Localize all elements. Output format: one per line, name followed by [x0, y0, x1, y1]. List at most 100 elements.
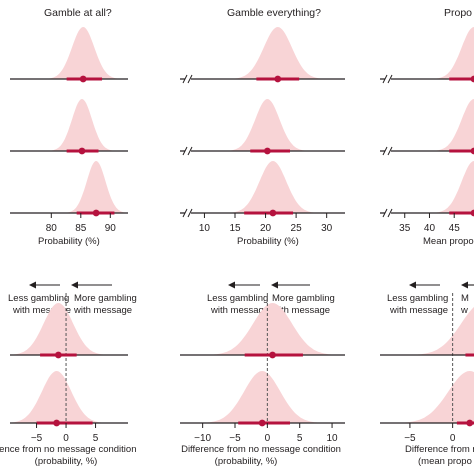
x-tick-label: −5 [404, 433, 416, 444]
panel-5-xlabel: Difference from no message condition (pro… [181, 444, 341, 467]
density-curve [11, 303, 106, 355]
x-tick-label: −5 [31, 433, 43, 444]
panel-2-xlabel: Probability (%) [237, 236, 299, 247]
panel-6-xlabel-line1: Difference from no [405, 444, 474, 455]
x-tick-label: 30 [321, 223, 333, 234]
x-tick-label: 90 [105, 223, 117, 234]
x-tick-label: 35 [399, 223, 411, 234]
x-tick-label: 0 [450, 433, 456, 444]
axis-break-mark [187, 208, 193, 218]
panel-5-xlabel-line1: Difference from no message condition [181, 444, 341, 455]
less-label-line2: with message [12, 305, 71, 316]
more-label-line2: with message [271, 305, 330, 316]
axis-break-gap [185, 148, 191, 154]
point-estimate [54, 351, 62, 359]
point-estimate [470, 147, 474, 155]
panel-6-xlabel: Difference from no(mean propo [405, 444, 474, 467]
axis-break-gap [185, 76, 191, 82]
x-tick-label: 10 [326, 433, 338, 444]
point-estimate [258, 419, 266, 427]
density-curve [47, 27, 119, 79]
more-label-line1: More gambling [272, 293, 335, 304]
density-curve [210, 303, 335, 355]
point-estimate [79, 75, 87, 83]
axis-break-mark [387, 146, 393, 156]
density-curve [229, 161, 316, 213]
density-curve [9, 371, 104, 423]
less-label-line1: Less gambling [8, 293, 69, 304]
panel-4-xlabel-line1: ifference from no message condition [0, 444, 136, 455]
point-estimate [78, 147, 86, 155]
density-curve [228, 99, 307, 151]
density-curve [401, 371, 474, 423]
panel-2-title: Gamble everything? [227, 7, 321, 19]
panel-6-xlabel-line2: (mean propo [418, 456, 472, 467]
direction-arrowhead [29, 281, 36, 289]
axis-break-mark [182, 208, 188, 218]
density-curve [65, 161, 127, 213]
less-arrow-label-1: Less gambling with message [8, 293, 71, 316]
axis-break-mark [387, 74, 393, 84]
axis-break-mark [382, 208, 388, 218]
panel-5-xlabel-line2: (probability, %) [215, 456, 278, 467]
direction-arrowhead [461, 281, 468, 289]
axis-break-mark [387, 208, 393, 218]
x-tick-label: 0 [63, 433, 69, 444]
x-tick-label: 5 [297, 433, 303, 444]
less-arrow-label-3: Less gambling with message [387, 293, 448, 316]
axis-break-mark [382, 146, 388, 156]
less-arrow-label-2: Less gambling with message [207, 293, 269, 316]
x-tick-label: 10 [199, 223, 211, 234]
axis-break-mark [187, 146, 193, 156]
density-curve [232, 27, 323, 79]
density-curve [434, 99, 474, 151]
x-tick-label: 20 [260, 223, 272, 234]
more-label-line1: M [461, 293, 469, 304]
density-curve [414, 307, 474, 355]
x-tick-label: 85 [75, 223, 87, 234]
x-tick-label: 25 [291, 223, 303, 234]
axis-break-gap [385, 210, 391, 216]
axis-break-gap [385, 148, 391, 154]
direction-arrowhead [228, 281, 235, 289]
axis-break-mark [182, 74, 188, 84]
axis-break-mark [182, 146, 188, 156]
panel-4-xlabel: ifference from no message condition(prob… [0, 444, 136, 467]
panel-1-title: Gamble at all? [44, 7, 112, 19]
x-tick-label: 5 [93, 433, 99, 444]
point-estimate [263, 147, 271, 155]
point-estimate [269, 351, 276, 359]
density-curve [49, 99, 115, 151]
x-tick-label: 45 [449, 223, 461, 234]
point-estimate [92, 209, 100, 217]
x-tick-label: 80 [46, 223, 58, 234]
x-tick-label: 40 [424, 223, 436, 234]
axis-break-gap [185, 210, 191, 216]
more-arrow-label-1: More gambling with message [73, 293, 137, 316]
x-tick-label: −10 [194, 433, 211, 444]
more-arrow-label-2: More gambling with message [271, 293, 335, 316]
less-label-line1: Less gambling [207, 293, 268, 304]
point-estimate [53, 419, 61, 427]
x-tick-label: −5 [229, 433, 241, 444]
panel-3-xlabel: Mean propor [423, 236, 474, 247]
axis-break-gap [385, 76, 391, 82]
direction-arrowhead [409, 281, 416, 289]
panel-4-xlabel-line2: (probability, %) [35, 456, 98, 467]
more-label-line1: More gambling [74, 293, 137, 304]
panel-1-xlabel: Probability (%) [38, 236, 100, 247]
point-estimate [274, 75, 282, 83]
x-tick-label: 15 [229, 223, 241, 234]
more-label-line2: with message [73, 305, 132, 316]
density-curve [434, 27, 474, 79]
direction-arrowhead [271, 281, 278, 289]
point-estimate [466, 419, 474, 427]
direction-arrowhead [71, 281, 78, 289]
axis-break-mark [382, 74, 388, 84]
density-curve [434, 161, 474, 213]
less-label-line2: with message [389, 305, 448, 316]
density-curve [204, 371, 321, 423]
less-label-line2: with message [210, 305, 269, 316]
point-estimate [269, 209, 277, 217]
